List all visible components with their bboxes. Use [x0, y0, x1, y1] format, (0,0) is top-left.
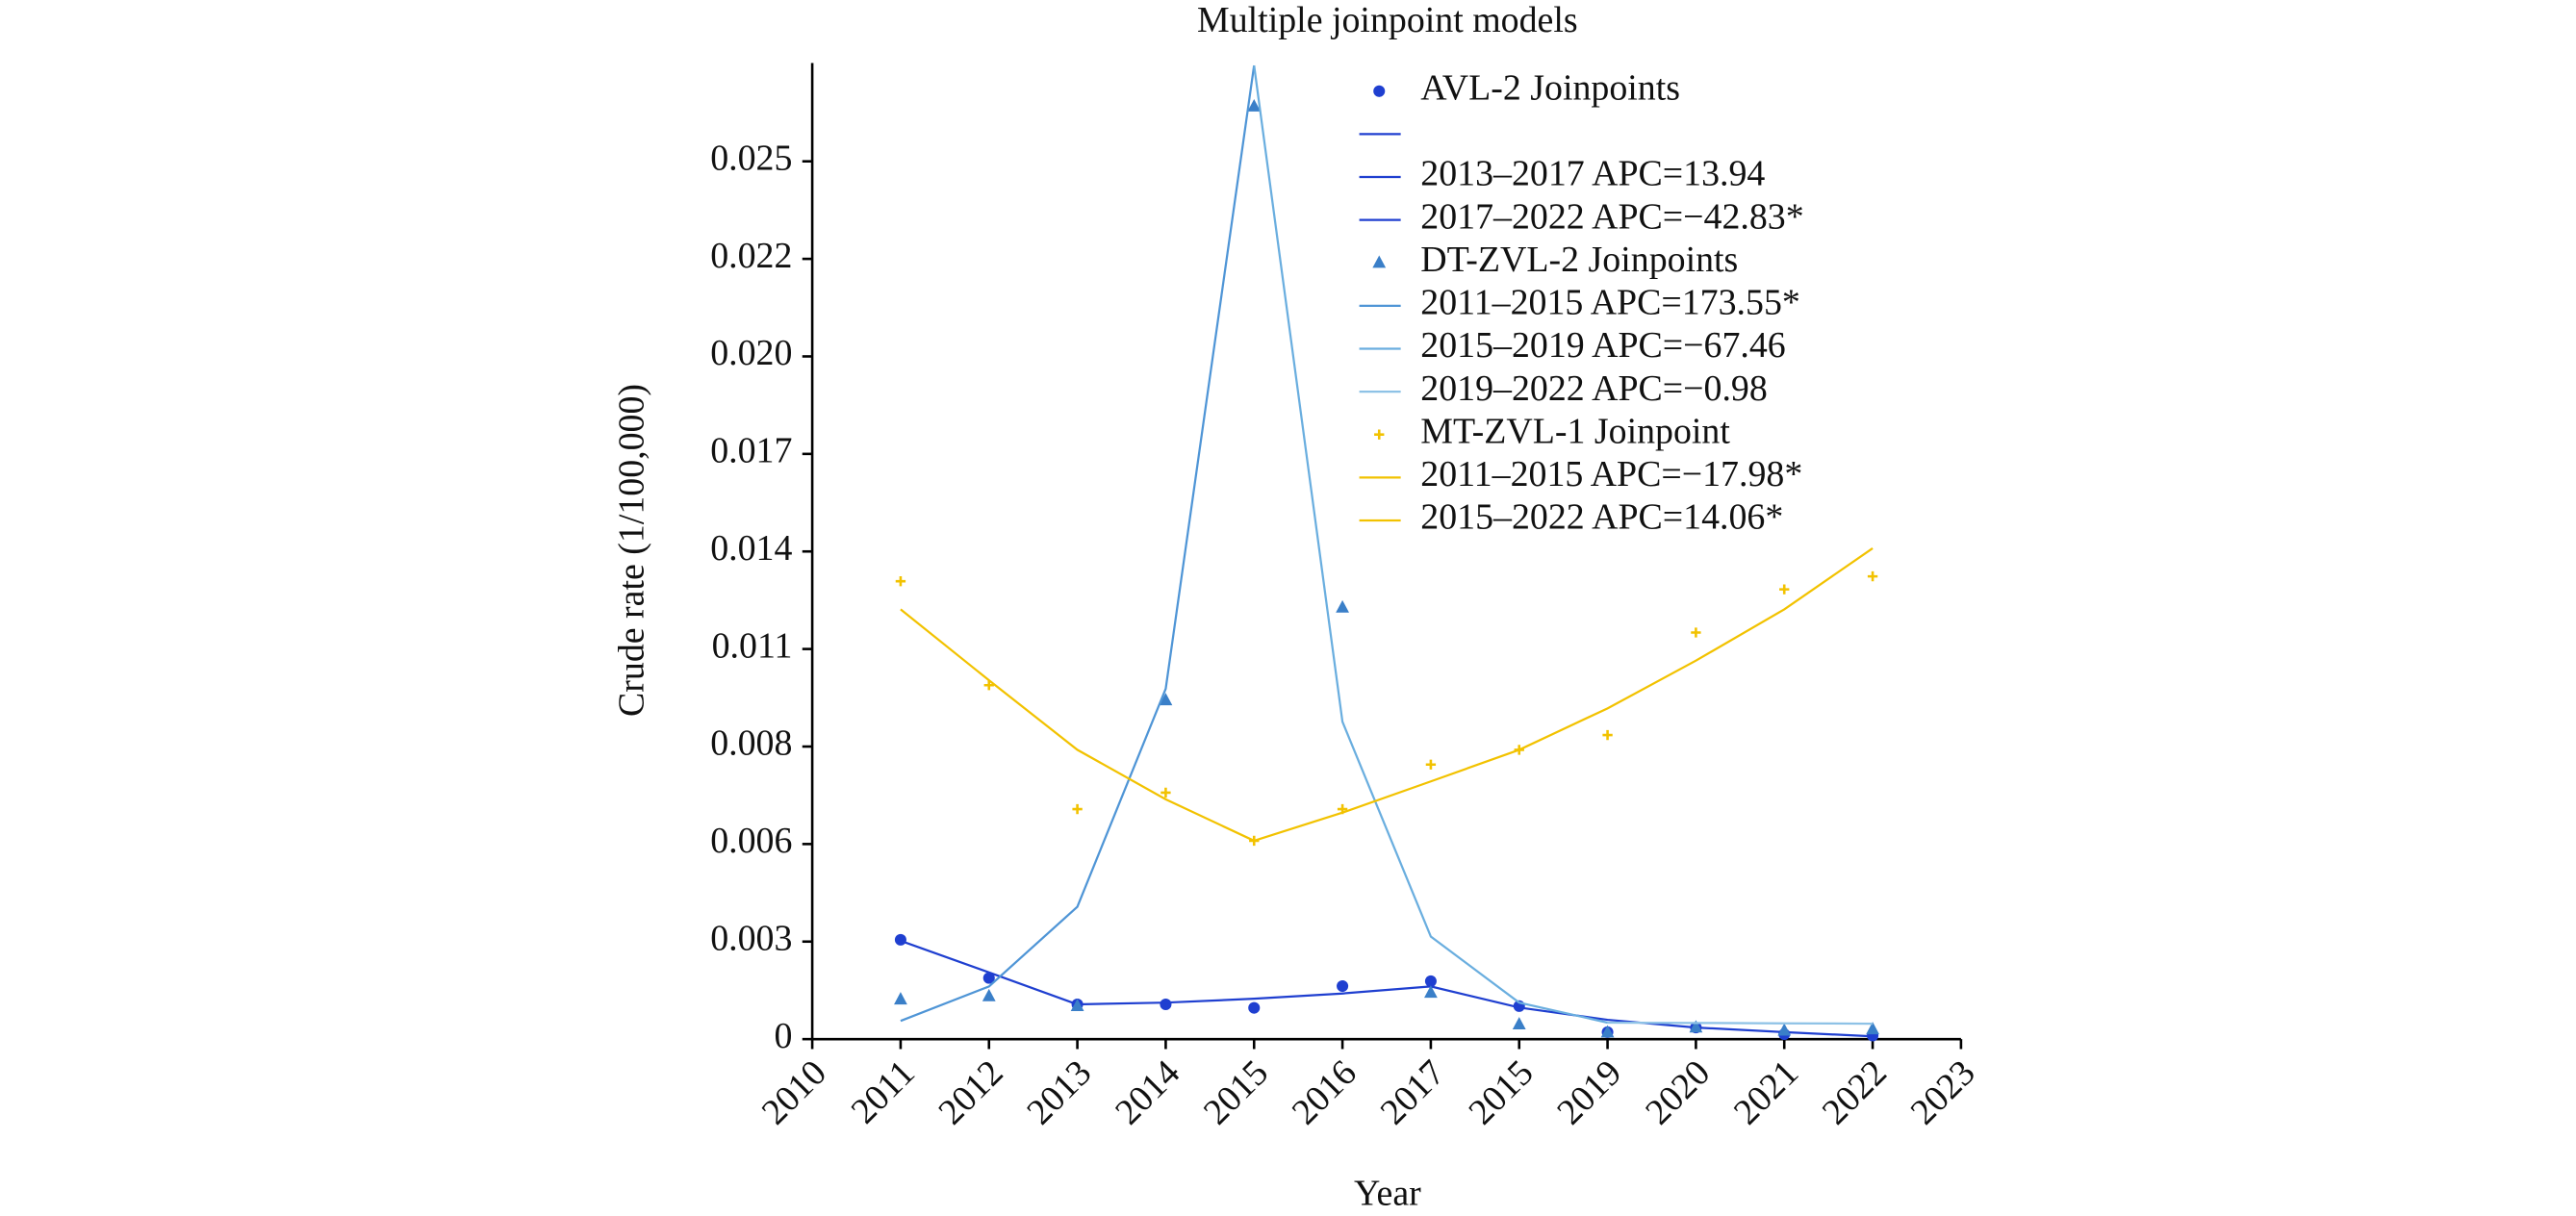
data-point: [894, 933, 906, 946]
x-tick-label: 2023: [1902, 1052, 1982, 1132]
data-point: [1425, 759, 1437, 770]
data-point: [1602, 729, 1613, 741]
legend-label: 2015–2019 APC=−67.46: [1420, 325, 1785, 366]
fit-line: [900, 608, 1255, 842]
data-point: [1424, 975, 1437, 987]
y-tick-label: 0.006: [710, 821, 792, 861]
legend-label: 2015–2022 APC=14.06*: [1420, 497, 1783, 538]
x-tick-label: 2011: [844, 1052, 923, 1131]
fit-line: [900, 64, 1256, 1023]
legend-label: DT-ZVL-2 Joinpoints: [1420, 240, 1738, 280]
legend-label: 2019–2022 APC=−0.98: [1420, 368, 1768, 409]
data-point: [1160, 787, 1171, 798]
data-point: [1247, 99, 1262, 112]
x-tick-label: 2020: [1638, 1052, 1718, 1132]
fit-line: [1253, 546, 1874, 843]
data-point: [1866, 1022, 1879, 1035]
y-tick-label: 0.020: [710, 333, 792, 373]
x-tick-label: 2019: [1549, 1052, 1629, 1132]
data-point: [1248, 1001, 1261, 1014]
data-point: [1160, 998, 1172, 1011]
data-point: [895, 576, 906, 587]
y-tick-label: 0.014: [710, 528, 792, 569]
x-tick-label: 2013: [1019, 1052, 1099, 1132]
data-point: [1072, 803, 1083, 815]
x-tick-label: 2010: [754, 1052, 834, 1132]
y-tick-label: 0.025: [710, 138, 792, 178]
fit-line: [1430, 985, 1874, 1038]
y-tick-label: 0.022: [710, 236, 792, 276]
data-point: [983, 680, 994, 691]
legend-swatch: [1372, 255, 1387, 268]
fit-line: [900, 939, 1078, 1006]
x-tick-label: 2017: [1373, 1052, 1453, 1132]
data-point: [1512, 1017, 1526, 1029]
data-point: [1691, 627, 1701, 638]
data-point: [1159, 693, 1173, 706]
legend-label: 2017–2022 APC=−42.83*: [1420, 196, 1803, 237]
data-point: [894, 992, 907, 1005]
x-tick-label: 2021: [1726, 1052, 1806, 1132]
chart-title: Multiple joinpoint models: [1197, 0, 1578, 40]
y-axis-label: Crude rate (1/100,000): [611, 384, 651, 717]
data-point: [1336, 599, 1349, 613]
y-tick-label: 0.003: [710, 918, 792, 958]
x-tick-label: 2022: [1815, 1052, 1895, 1132]
data-point: [982, 972, 995, 984]
legend-label: 2011–2015 APC=173.55*: [1420, 283, 1800, 323]
data-point: [1867, 570, 1878, 582]
x-tick-label: 2015: [1196, 1052, 1276, 1132]
legend-label: 2013–2017 APC=13.94: [1420, 154, 1765, 194]
x-tick-label: 2015: [1461, 1052, 1541, 1132]
data-point: [1424, 985, 1438, 999]
data-point: [1600, 1025, 1615, 1038]
x-axis-label: Year: [1354, 1174, 1421, 1214]
data-point: [1689, 1020, 1703, 1033]
legend-swatch: [1373, 85, 1386, 97]
x-tick-label: 2012: [931, 1052, 1010, 1132]
legend-swatch: [1374, 429, 1385, 440]
y-tick-label: 0.017: [710, 431, 792, 471]
y-tick-label: 0.008: [710, 723, 792, 764]
x-tick-label: 2014: [1108, 1052, 1187, 1132]
legend-label: MT-ZVL-1 Joinpoint: [1420, 411, 1730, 451]
data-point: [1337, 980, 1349, 993]
x-tick-label: 2016: [1285, 1052, 1365, 1132]
y-tick-label: 0.011: [712, 625, 793, 666]
fit-line: [1077, 985, 1432, 1006]
legend-label: AVL-2 Joinpoints: [1420, 67, 1680, 108]
fit-line: [1607, 1021, 1874, 1026]
legend-label: 2011–2015 APC=−17.98*: [1420, 454, 1802, 494]
data-point: [1779, 584, 1790, 595]
y-tick-label: 0: [774, 1016, 792, 1056]
data-point: [1070, 999, 1084, 1012]
data-point: [982, 988, 996, 1001]
fit-line: [1253, 64, 1608, 1025]
data-point: [1777, 1023, 1792, 1036]
